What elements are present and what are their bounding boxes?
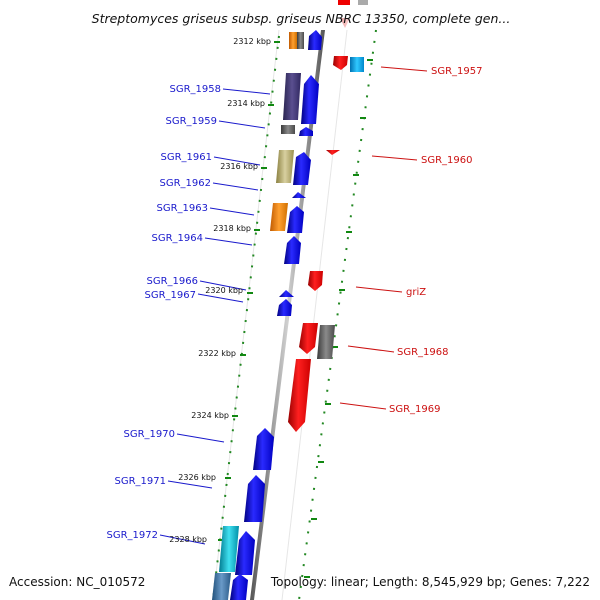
gene-label-SGR_1963[interactable]: SGR_1963	[157, 203, 209, 214]
gene-label-SGR_1968[interactable]: SGR_1968	[397, 347, 449, 358]
major-ticks-right	[304, 59, 373, 578]
gene-SGR_1959	[299, 127, 313, 136]
gene-SGR_1970	[253, 428, 274, 470]
gene-feature-orange-2312	[289, 32, 297, 49]
major-ticks-left	[218, 41, 280, 541]
gene-label-SGR_1962[interactable]: SGR_1962	[160, 178, 212, 189]
kbp-label-2326: 2326 kbp	[178, 473, 216, 482]
gene-SGR_1964	[284, 236, 301, 264]
kbp-tick-rail-left	[212, 35, 280, 600]
gene-top-partial-gray	[358, 0, 368, 5]
gene-SGR_1972	[235, 531, 255, 575]
gene-label-SGR_1971[interactable]: SGR_1971	[115, 476, 167, 487]
kbp-label-2316: 2316 kbp	[220, 162, 258, 171]
leader-lines-left	[159, 88, 271, 545]
gene-griZ	[308, 271, 323, 291]
kbp-label-2322: 2322 kbp	[198, 349, 236, 358]
gene-label-SGR_1958[interactable]: SGR_1958	[170, 84, 222, 95]
band-edge-right	[281, 29, 348, 600]
gene-feature-bottom-steel	[212, 573, 231, 600]
gene-top-partial-pink	[340, 18, 350, 28]
gene-feature-SGR_1963-orange	[270, 203, 288, 231]
gene-SGR_1958	[301, 75, 319, 124]
gene-label-SGR_1969[interactable]: SGR_1969	[389, 404, 441, 415]
gene-feature-SGR_1972-cyan	[219, 526, 239, 572]
gene-SGR_1961	[293, 152, 311, 185]
kbp-label-2328: 2328 kbp	[169, 535, 207, 544]
gene-label-SGR_1967[interactable]: SGR_1967	[145, 290, 197, 301]
kbp-label-2324: 2324 kbp	[191, 411, 229, 420]
page-title: Streptomyces griseus subsp. griseus NBRC…	[92, 11, 511, 26]
genome-stats-text: Topology: linear; Length: 8,545,929 bp; …	[270, 575, 590, 589]
gene-SGR_1962	[292, 192, 306, 198]
gene-SGR_1963	[287, 206, 304, 233]
gene-label-SGR_1964[interactable]: SGR_1964	[152, 233, 204, 244]
gene-SGR_1968	[299, 323, 318, 354]
gene-label-SGR_1959[interactable]: SGR_1959	[166, 116, 218, 127]
gene-label-SGR_1972[interactable]: SGR_1972	[107, 530, 159, 541]
gene-forward-2312	[308, 30, 322, 50]
gene-forward-bottom	[230, 574, 248, 600]
gene-SGR_1966	[279, 290, 294, 297]
kbp-label-2312: 2312 kbp	[233, 37, 271, 46]
gene-top-partial-red	[338, 0, 350, 5]
kbp-tick-rail-right	[298, 29, 377, 600]
gene-label-SGR_1966[interactable]: SGR_1966	[147, 276, 199, 287]
accession-text: Accession: NC_010572	[9, 575, 145, 589]
gene-feature-SGR_1957-sky	[350, 57, 364, 72]
leader-lines-right	[339, 66, 428, 410]
gene-SGR_1960	[326, 150, 340, 155]
kbp-label-2318: 2318 kbp	[213, 224, 251, 233]
gene-label-griZ[interactable]: griZ	[406, 287, 426, 298]
gene-feature-gray-2312	[297, 32, 304, 49]
kbp-label-2314: 2314 kbp	[227, 99, 265, 108]
gene-feature-SGR_1968-gray	[317, 325, 335, 359]
gene-label-SGR_1961[interactable]: SGR_1961	[161, 152, 213, 163]
gene-label-SGR_1960[interactable]: SGR_1960	[421, 155, 473, 166]
gene-SGR_1957	[333, 56, 348, 70]
gene-SGR_1971	[244, 475, 265, 522]
gene-feature-SGR_1961-olive	[276, 150, 294, 183]
kbp-label-2320: 2320 kbp	[205, 286, 243, 295]
gene-SGR_1967	[277, 299, 292, 316]
gene-label-SGR_1957[interactable]: SGR_1957	[431, 66, 483, 77]
gene-feature-SGR_1959-gray	[281, 125, 295, 134]
gene-label-SGR_1970[interactable]: SGR_1970	[124, 429, 176, 440]
gene-SGR_1969	[288, 359, 311, 432]
gene-feature-SGR_1958-purple	[283, 73, 301, 120]
